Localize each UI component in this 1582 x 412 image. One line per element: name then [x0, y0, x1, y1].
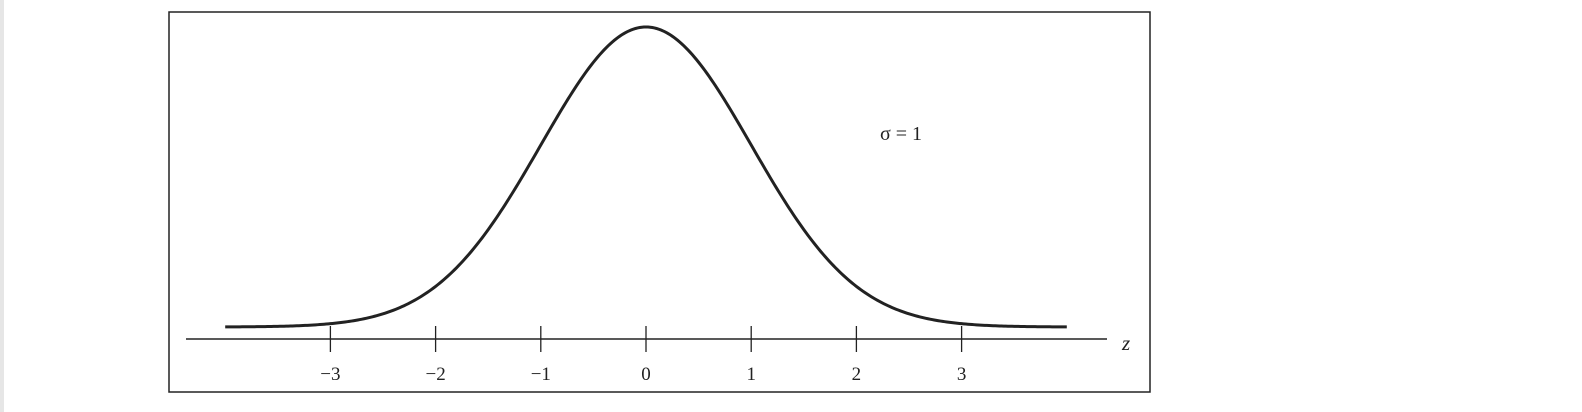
- page-edge-strip: [0, 0, 4, 412]
- x-tick-label: 2: [852, 364, 862, 385]
- x-tick-label: −1: [531, 364, 551, 385]
- x-axis-ticks: [329, 326, 963, 352]
- x-tick-label: 0: [641, 364, 651, 385]
- chart-frame: [168, 11, 1151, 393]
- x-tick-label: −3: [320, 364, 340, 385]
- sigma-annotation: σ = 1: [880, 123, 922, 145]
- x-tick-label: 1: [746, 364, 756, 385]
- x-tick-label: 3: [957, 364, 967, 385]
- normal-curve: [225, 25, 1067, 329]
- x-tick-label: −2: [425, 364, 445, 385]
- x-axis-label: z: [1121, 331, 1130, 355]
- x-axis-tick-labels: −3 −2 −1 0 1 2 3: [320, 364, 966, 385]
